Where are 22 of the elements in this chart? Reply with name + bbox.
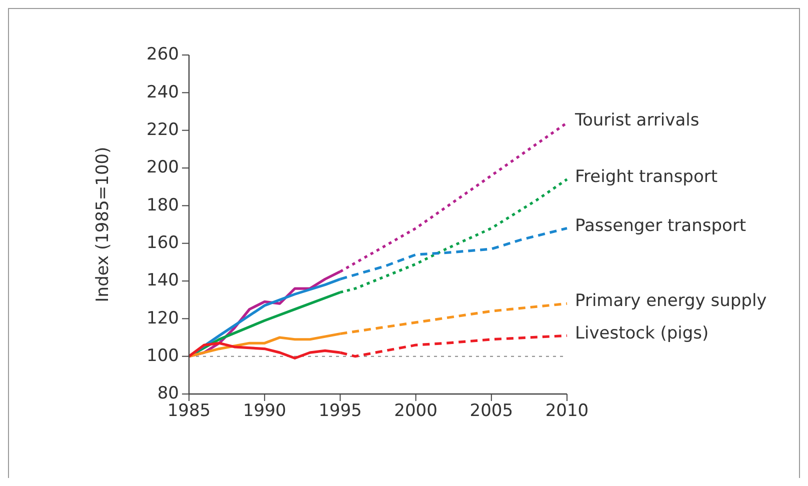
x-tick-label: 1985	[167, 401, 211, 421]
y-tick-label: 120	[146, 308, 179, 328]
y-tick-label: 200	[146, 158, 179, 178]
y-axis-title: Index (1985=100)	[93, 146, 113, 302]
series-label: Passenger transport	[575, 216, 746, 236]
series-label: Freight transport	[575, 166, 718, 187]
series-label: Livestock (pigs)	[575, 323, 709, 344]
y-tick-label: 80	[157, 384, 179, 404]
y-tick-label: 180	[146, 195, 179, 216]
y-tick-label: 100	[146, 346, 179, 366]
series-label: Tourist arrivals	[574, 110, 700, 130]
y-tick-label: 140	[146, 270, 179, 291]
x-tick-label: 1995	[318, 401, 362, 421]
y-tick-label: 240	[146, 82, 179, 102]
x-tick-label: 2010	[545, 401, 589, 421]
y-tick-label: 160	[146, 232, 179, 253]
y-tick-label: 220	[146, 120, 179, 140]
y-tick-label: 260	[146, 44, 179, 65]
x-tick-label: 2005	[470, 401, 514, 421]
x-tick-label: 2000	[394, 401, 438, 421]
series-label: Primary energy supply	[575, 291, 767, 312]
x-tick-label: 1990	[242, 401, 286, 421]
